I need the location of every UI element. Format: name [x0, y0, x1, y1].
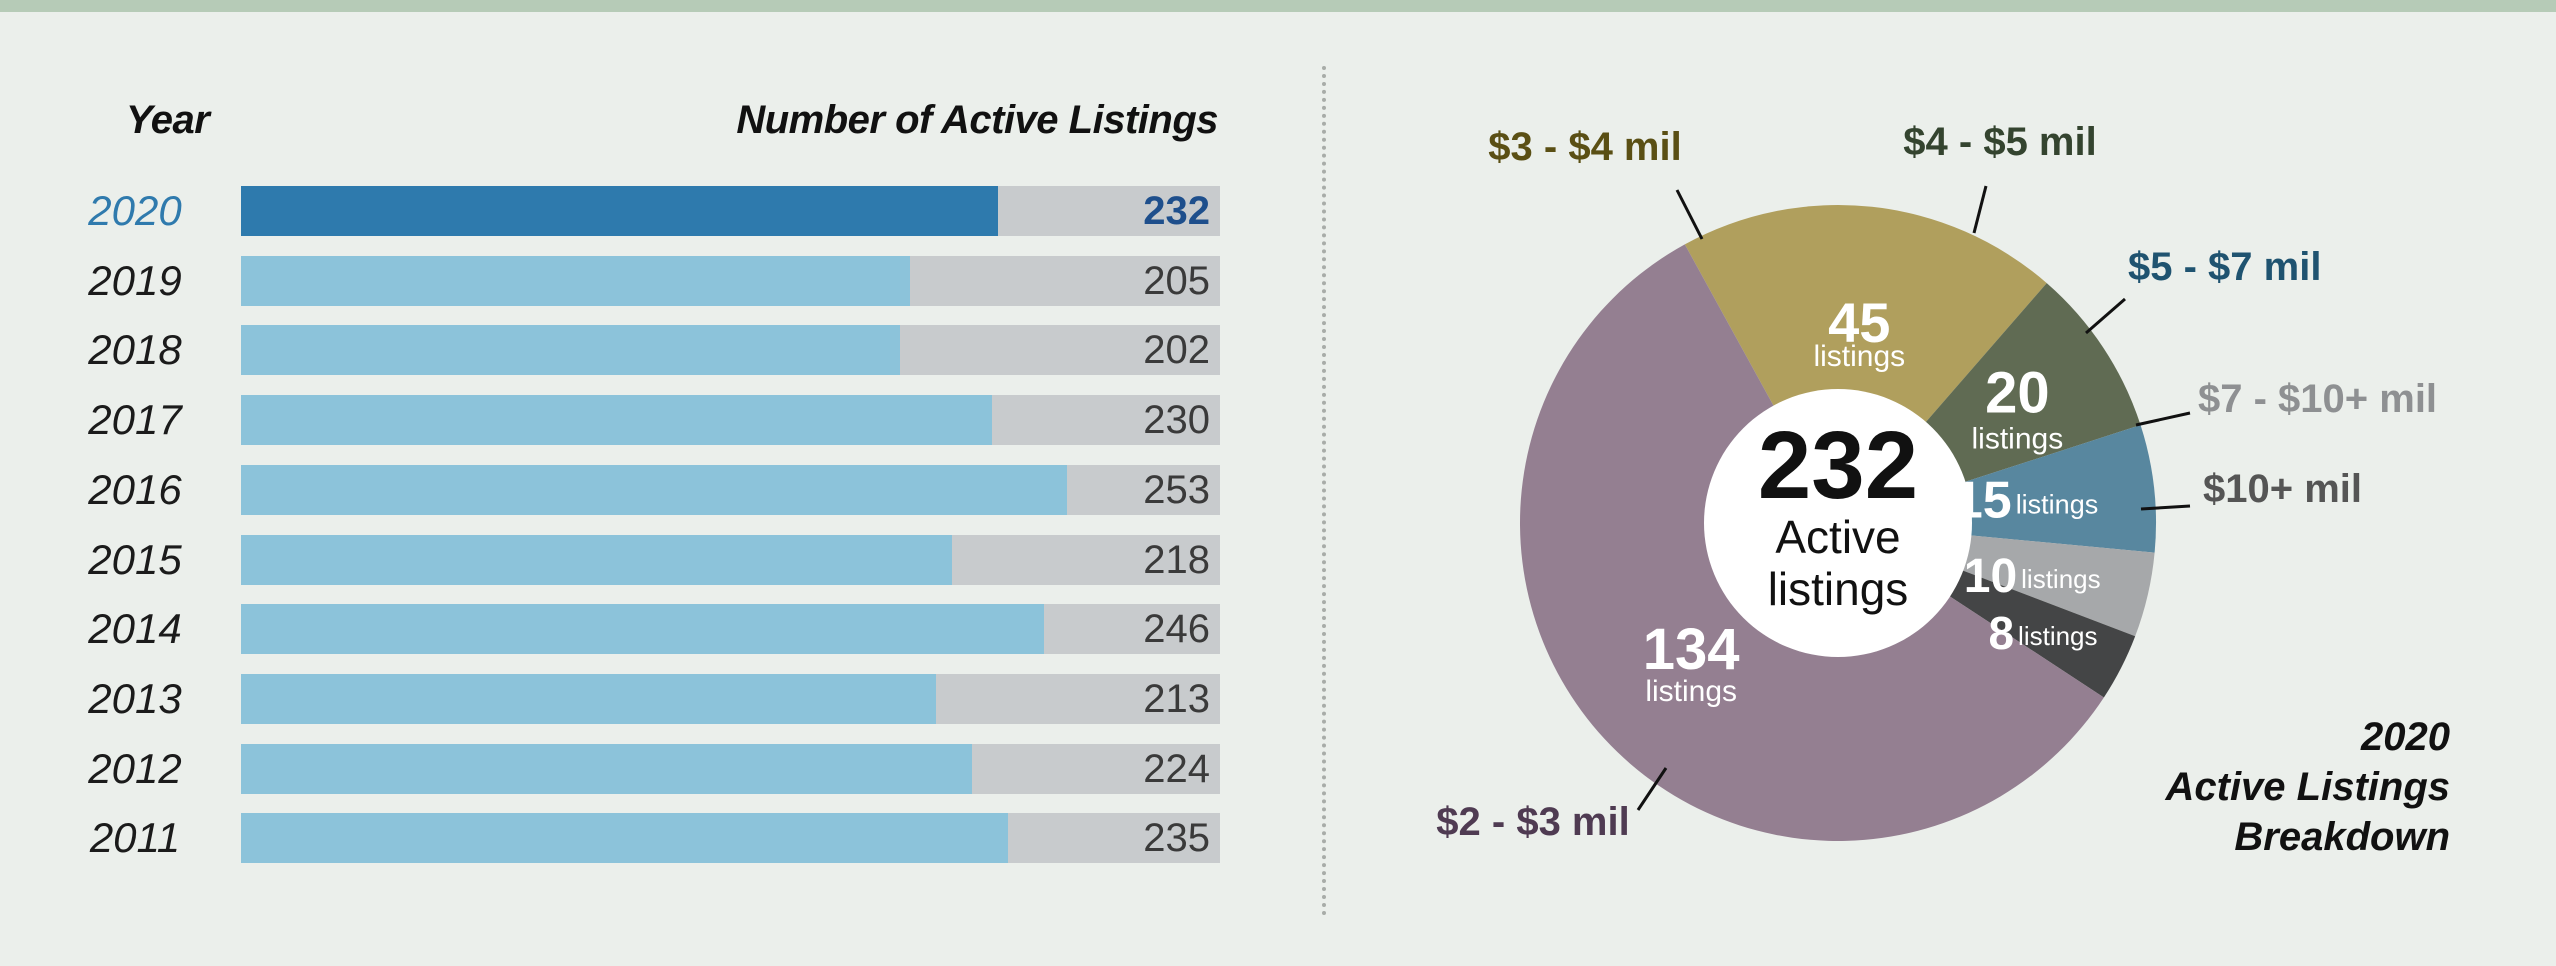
bar [241, 534, 953, 585]
slice-unit-label: listings [2021, 564, 2100, 594]
bar-axis-label-listings: Number of Active Listings [736, 98, 1218, 142]
bar-track: 218 [241, 534, 1220, 585]
slice-unit-label: listings [1972, 422, 2064, 455]
slice-value-label: 134 [1643, 617, 1740, 682]
bar-track: 253 [241, 464, 1220, 515]
slice-value-label: 45 [1828, 291, 1890, 354]
year-label: 2019 [88, 256, 182, 304]
year-label: 2018 [88, 326, 182, 374]
pie-center [1704, 389, 1972, 657]
top-band [0, 0, 2556, 12]
bar-value-label: 232 [1143, 189, 1210, 233]
bar-value-label: 246 [1143, 607, 1210, 652]
bar-value-label: 202 [1143, 328, 1210, 373]
bar-track: 213 [241, 673, 1220, 724]
slice-unit-label: listings [2016, 489, 2099, 519]
bar-value-label: 213 [1143, 676, 1210, 721]
bar-value-label: 230 [1143, 398, 1210, 443]
slice-value-label: 20 [1985, 360, 2050, 425]
bar-value-label: 253 [1143, 467, 1210, 512]
leader-line [2135, 411, 2191, 427]
bar [241, 395, 992, 446]
pie-title-line: Active Listings [2165, 765, 2450, 809]
slice-range-label: $10+ mil [2203, 467, 2362, 511]
year-label: 2015 [88, 535, 182, 583]
slice-range-label: $5 - $7 mil [2128, 245, 2321, 289]
pie-slice [1684, 205, 2047, 523]
bar-value-label: 205 [1143, 258, 1210, 303]
leader-line [2140, 504, 2191, 511]
bar-track: 235 [241, 813, 1220, 864]
slice-value-label: 10 [1964, 550, 2017, 603]
leader-line [1675, 189, 1704, 240]
slice-unit-label: listings [1645, 675, 1737, 708]
pie-chart-title: 2020 Active Listings Breakdown [2165, 712, 2450, 862]
bar [241, 186, 999, 236]
bar [241, 673, 937, 724]
bar [241, 604, 1044, 655]
divider [1322, 66, 1326, 916]
bar-value-label: 218 [1143, 537, 1210, 582]
bar-value-label: 224 [1143, 746, 1210, 791]
year-label: 2012 [88, 744, 182, 792]
slice-value-label: 8 [1988, 607, 2014, 659]
bar-track: 202 [241, 325, 1220, 376]
bar-axis-label-year: Year [126, 98, 210, 142]
year-label: 2014 [88, 605, 182, 653]
leader-line [1636, 767, 1668, 811]
bar-value-label: 235 [1143, 816, 1210, 861]
bar-track: 205 [241, 255, 1220, 306]
bar-track: 246 [241, 604, 1220, 655]
total-label-line: listings [1768, 563, 1909, 615]
total-value: 232 [1758, 412, 1918, 519]
year-label: 2016 [88, 465, 182, 513]
bar [241, 813, 1008, 864]
slice-range-label: $3 - $4 mil [1488, 125, 1681, 169]
bar [241, 743, 972, 794]
year-label: 2017 [88, 396, 182, 444]
leader-line [2085, 297, 2126, 335]
year-label: 2011 [89, 814, 181, 862]
bar [241, 255, 910, 306]
slice-range-label: $7 - $10+ mil [2198, 377, 2437, 421]
bar [241, 464, 1067, 515]
slice-unit-label: listings [2018, 621, 2097, 651]
year-label: 2013 [88, 674, 182, 722]
total-label-line: Active [1775, 511, 1900, 563]
bar-track: 230 [241, 395, 1220, 446]
slice-range-label: $2 - $3 mil [1436, 800, 1629, 844]
leader-line [1972, 185, 1988, 234]
bar [241, 325, 901, 376]
year-label: 2020 [88, 187, 182, 234]
bar-track: 232 [241, 186, 1220, 236]
bar-track: 224 [241, 743, 1220, 794]
pie-title-line: 2020 [2361, 715, 2450, 759]
slice-range-label: $4 - $5 mil [1903, 120, 2096, 164]
slice-unit-label: listings [1813, 340, 1905, 373]
pie-title-line: Breakdown [2234, 815, 2450, 859]
